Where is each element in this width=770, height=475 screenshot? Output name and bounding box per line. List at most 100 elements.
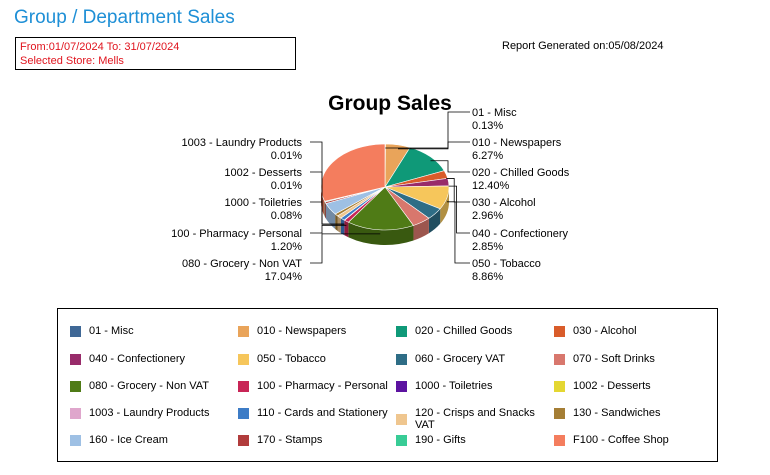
legend-item: 190 - Gifts	[396, 434, 555, 446]
slice-label-11: 1000 - Toiletries	[225, 197, 303, 209]
legend-label: 080 - Grocery - Non VAT	[89, 380, 210, 392]
legend-label: 01 - Misc	[89, 325, 134, 337]
slice-label-10: 100 - Pharmacy - Personal	[171, 228, 302, 240]
slice-label-9: 080 - Grocery - Non VAT	[182, 258, 302, 270]
legend-swatch	[238, 325, 249, 337]
slice-label-3: 020 - Chilled Goods	[472, 167, 570, 179]
legend-swatch	[238, 380, 249, 392]
legend-label: F100 - Coffee Shop	[573, 434, 669, 446]
legend-label: 060 - Grocery VAT	[415, 353, 506, 365]
legend-swatch	[70, 325, 81, 337]
legend-item: F100 - Coffee Shop	[554, 434, 713, 446]
legend-swatch	[70, 380, 81, 392]
label-leader-5	[448, 185, 470, 234]
pie-side-7	[428, 208, 441, 234]
legend-swatch	[70, 407, 81, 419]
slice-percent-6: 8.86%	[472, 271, 503, 283]
slice-percent-10: 1.20%	[271, 241, 302, 253]
legend-swatch	[396, 380, 407, 392]
legend-item: 1003 - Laundry Products	[70, 407, 229, 419]
legend-swatch	[554, 325, 565, 337]
label-leader-9	[310, 233, 381, 264]
legend-item: 120 - Crisps and Snacks VAT	[396, 407, 555, 431]
legend-swatch	[396, 413, 407, 425]
legend-item: 020 - Chilled Goods	[396, 325, 555, 337]
legend-label: 170 - Stamps	[257, 434, 323, 446]
legend-item: 060 - Grocery VAT	[396, 353, 555, 365]
pie-side-10	[344, 220, 349, 238]
legend-swatch	[70, 434, 81, 446]
chart-legend: 01 - Misc 010 - Newspapers 020 - Chilled G…	[57, 308, 718, 462]
page-title: Group / Department Sales	[14, 7, 235, 28]
legend-label: 1002 - Desserts	[573, 380, 651, 392]
report-generated-text: Report Generated on:05/08/2024	[502, 40, 664, 52]
legend-item: 170 - Stamps	[238, 434, 397, 446]
label-leader-10	[310, 224, 347, 234]
pie-side-16	[335, 213, 338, 231]
selected-store-text: Selected Store: Mells	[20, 55, 124, 67]
legend-label: 040 - Confectionery	[89, 353, 185, 365]
label-leader-3	[430, 160, 470, 173]
slice-percent-1: 0.13%	[472, 120, 503, 132]
legend-label: 030 - Alcohol	[573, 325, 637, 337]
legend-swatch	[396, 325, 407, 337]
legend-swatch	[238, 353, 249, 365]
label-leader-13	[310, 141, 345, 225]
legend-swatch	[396, 353, 407, 365]
slice-percent-2: 6.27%	[472, 150, 503, 162]
pie-side-8	[413, 218, 429, 241]
slice-percent-13: 0.01%	[271, 150, 302, 162]
legend-item: 050 - Tobacco	[238, 353, 397, 365]
legend-label: 110 - Cards and Stationery	[257, 407, 388, 419]
legend-item: 010 - Newspapers	[238, 325, 397, 337]
legend-item: 1000 - Toiletries	[396, 380, 555, 392]
pie-side-17	[325, 203, 336, 229]
legend-label: 070 - Soft Drinks	[573, 353, 655, 365]
label-leader-6	[446, 201, 470, 264]
pie-slices	[320, 143, 450, 231]
slice-label-6: 050 - Tobacco	[472, 258, 541, 270]
slice-label-4: 030 - Alcohol	[472, 197, 536, 209]
filter-summary-box: From:01/07/2024 To: 31/07/2024 Selected …	[15, 37, 296, 70]
legend-swatch	[70, 353, 81, 365]
legend-item: 1002 - Desserts	[554, 380, 713, 392]
legend-label: 190 - Gifts	[415, 434, 466, 446]
legend-item: 130 - Sandwiches	[554, 407, 713, 419]
legend-label: 1000 - Toiletries	[415, 380, 493, 392]
legend-label: 100 - Pharmacy - Personal	[257, 380, 388, 392]
slice-percent-11: 0.08%	[271, 210, 302, 222]
legend-swatch	[554, 407, 565, 419]
slice-label-5: 040 - Confectionery	[472, 228, 568, 240]
slice-percent-5: 2.85%	[472, 241, 503, 253]
slice-label-2: 010 - Newspapers	[472, 137, 562, 149]
slice-label-12: 1002 - Desserts	[224, 167, 302, 179]
slice-label-13: 1003 - Laundry Products	[182, 137, 303, 149]
legend-label: 160 - Ice Cream	[89, 434, 168, 446]
slice-percent-9: 17.04%	[265, 271, 303, 283]
slice-percent-3: 12.40%	[472, 180, 510, 192]
pie-side-18	[325, 202, 326, 219]
pie-slice-9	[347, 186, 414, 231]
slice-percent-12: 0.01%	[271, 180, 302, 192]
legend-label: 120 - Crisps and Snacks VAT	[415, 407, 535, 431]
legend-swatch	[554, 380, 565, 392]
pie-side-14	[340, 218, 345, 236]
legend-item: 01 - Misc	[70, 325, 229, 337]
legend-label: 1003 - Laundry Products	[89, 407, 210, 419]
legend-item: 160 - Ice Cream	[70, 434, 229, 446]
legend-item: 100 - Pharmacy - Personal	[238, 380, 397, 392]
label-leader-2	[398, 141, 470, 150]
label-leader-4	[446, 178, 470, 203]
chart-title: Group Sales	[328, 92, 452, 115]
slice-label-1: 01 - Misc	[472, 107, 517, 119]
pie-side-6	[440, 187, 449, 224]
slice-percent-4: 2.96%	[472, 210, 503, 222]
legend-item: 080 - Grocery - Non VAT	[70, 380, 229, 392]
legend-swatch	[396, 434, 407, 446]
legend-swatch	[554, 434, 565, 446]
legend-label: 020 - Chilled Goods	[415, 325, 513, 337]
legend-item: 040 - Confectionery	[70, 353, 229, 365]
legend-item: 110 - Cards and Stationery	[238, 407, 397, 419]
